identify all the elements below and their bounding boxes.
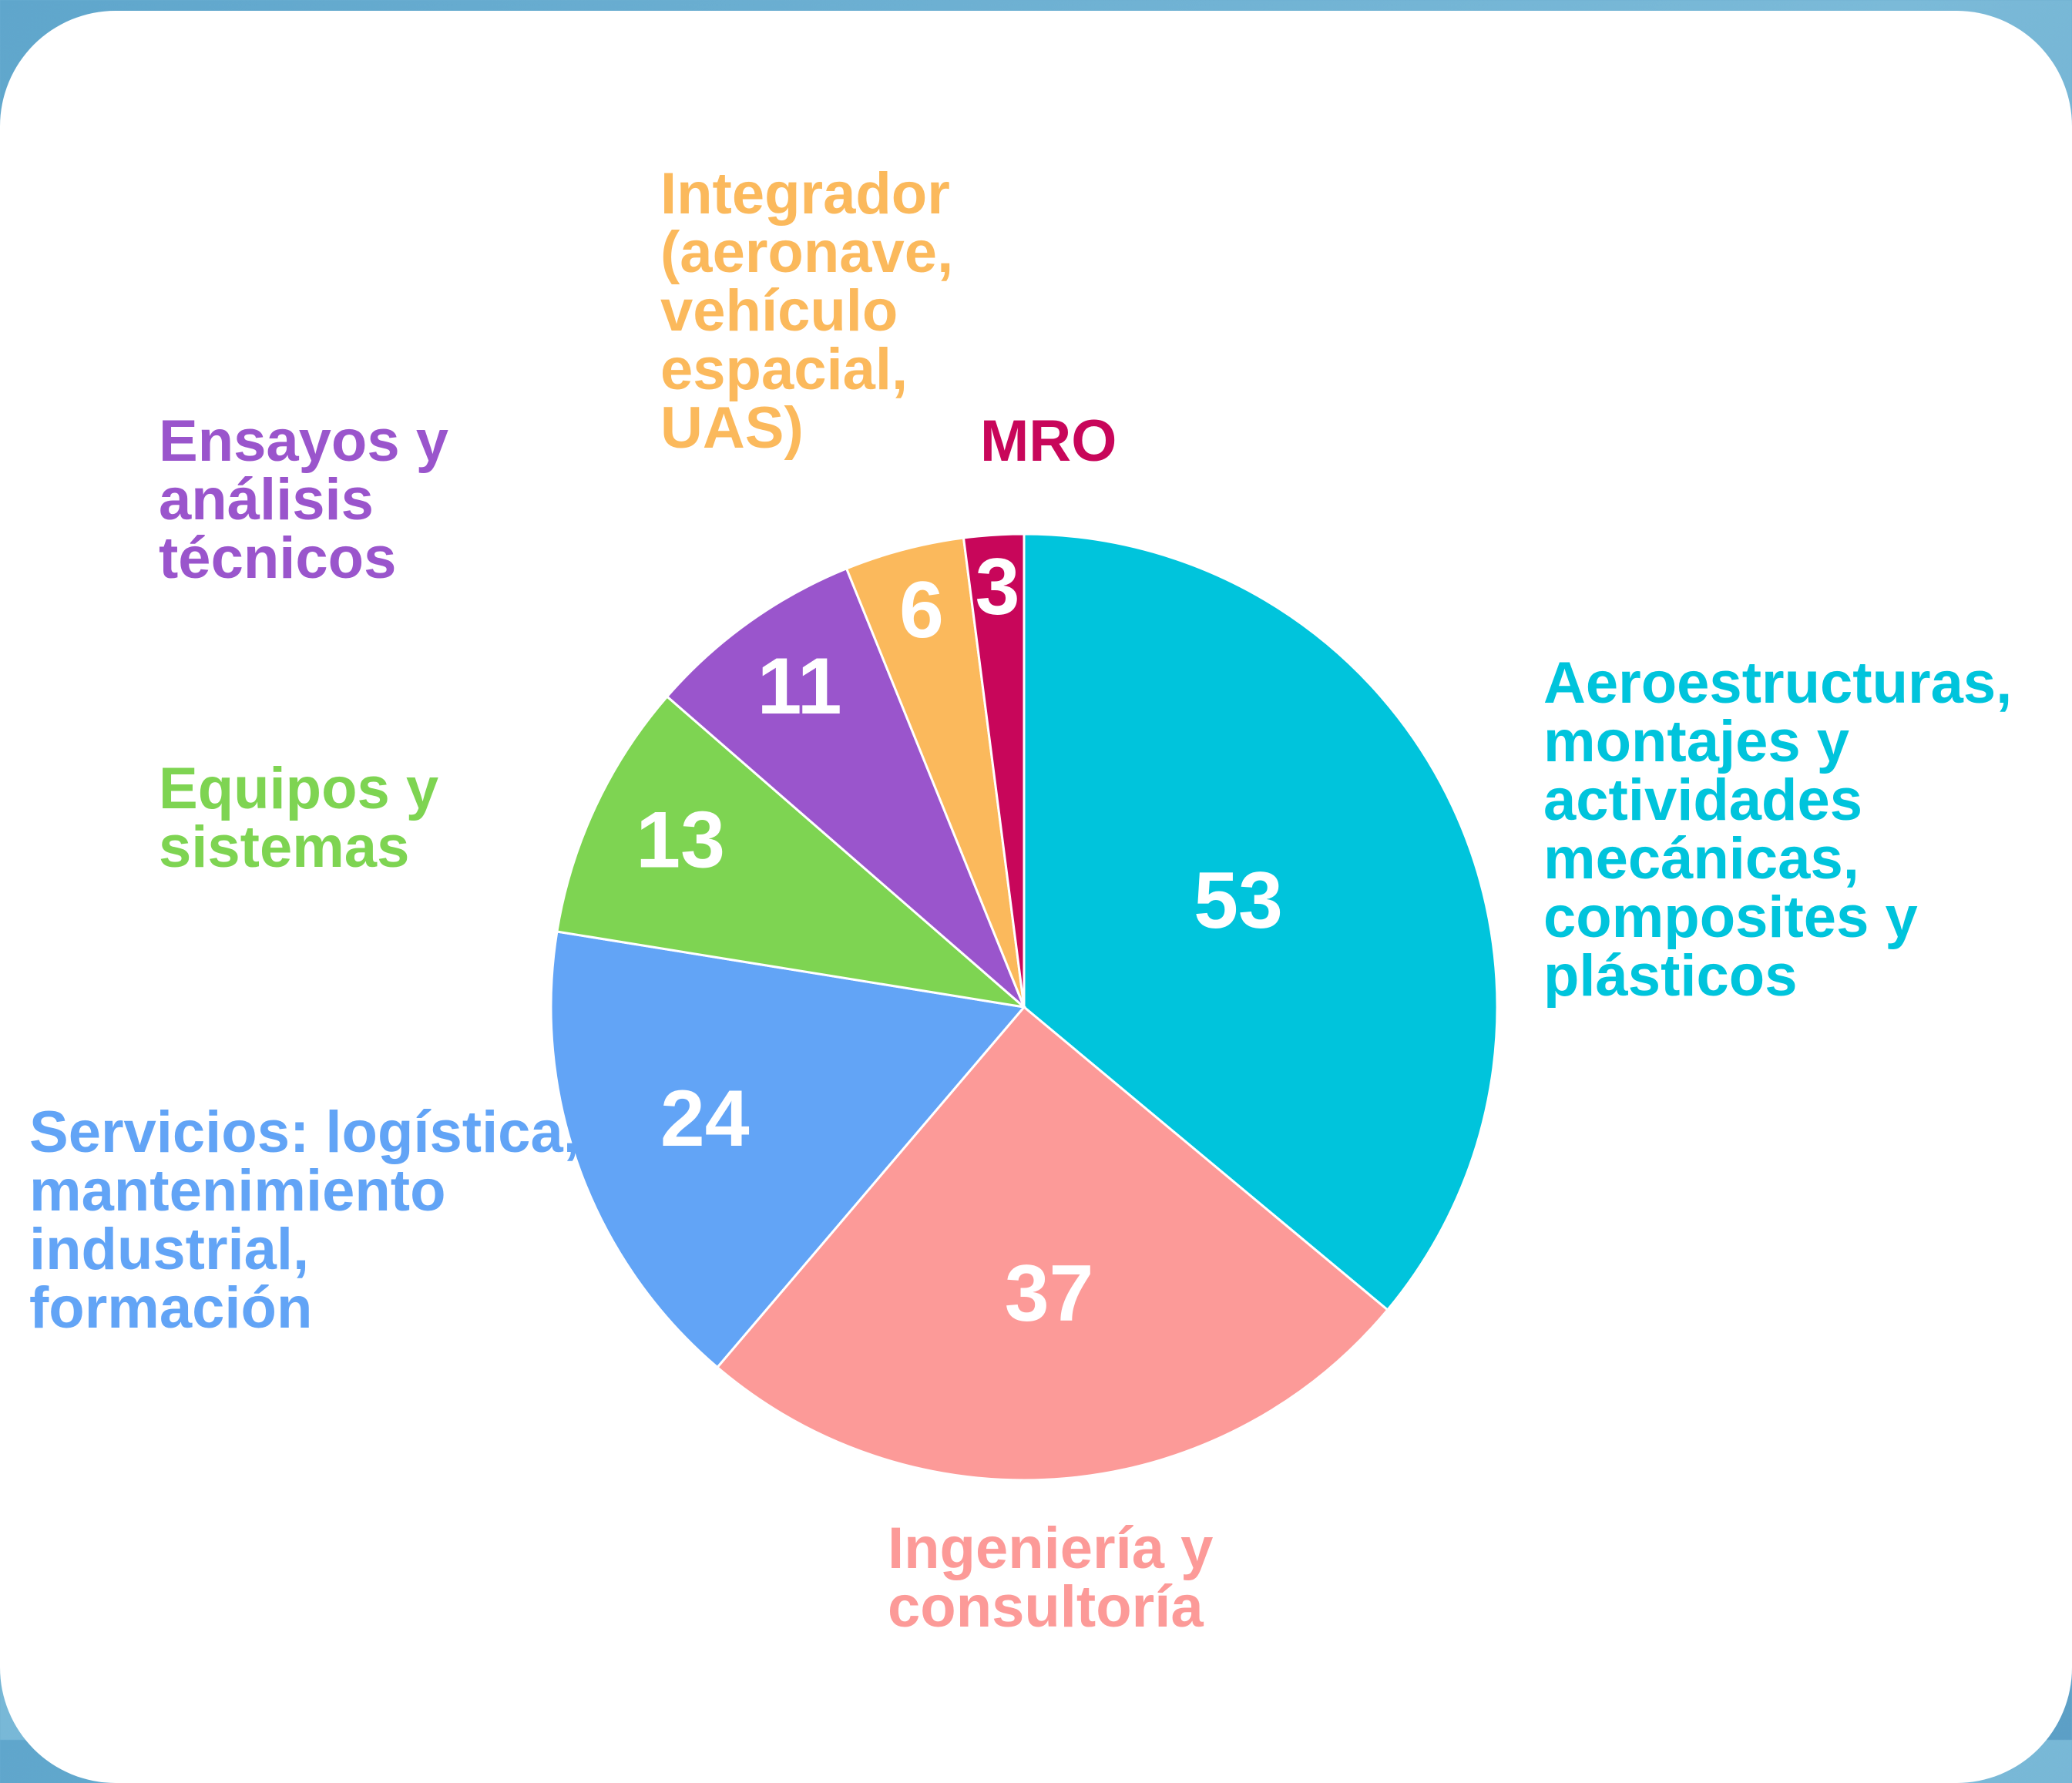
pie-slice xyxy=(556,694,1028,1009)
pie-slice xyxy=(1023,532,1499,1312)
pie-slice xyxy=(962,532,1026,1008)
category-label: Aeroestructuras, montajes y actividades … xyxy=(1543,650,2013,1009)
category-label: Ensayos y análisis técnicos xyxy=(159,408,448,591)
slice-value-label: 3 xyxy=(976,542,1020,632)
chart: 53 37 24 13 11 6 3 xyxy=(549,532,1499,1482)
slice-value-label: 37 xyxy=(1005,1249,1094,1338)
slice-value-label: 11 xyxy=(757,642,842,731)
slice-value-label: 13 xyxy=(636,796,725,885)
category-label: Equipos y sistemas xyxy=(159,756,439,880)
pie-slice xyxy=(715,1005,1389,1482)
slice-value-label: 53 xyxy=(1194,856,1283,945)
category-label: Integrador (aeronave, vehículo espacial,… xyxy=(660,161,954,461)
category-label: MRO xyxy=(980,408,1117,474)
pie-slice xyxy=(549,930,1026,1369)
pie-slice xyxy=(665,566,1026,1009)
slice-value-label: 6 xyxy=(899,566,944,655)
category-label: Servicios: logística, mantenimiento indu… xyxy=(29,1100,579,1341)
category-label: Ingeniería y consultoría xyxy=(888,1516,1214,1640)
slice-value-label: 24 xyxy=(660,1074,750,1163)
